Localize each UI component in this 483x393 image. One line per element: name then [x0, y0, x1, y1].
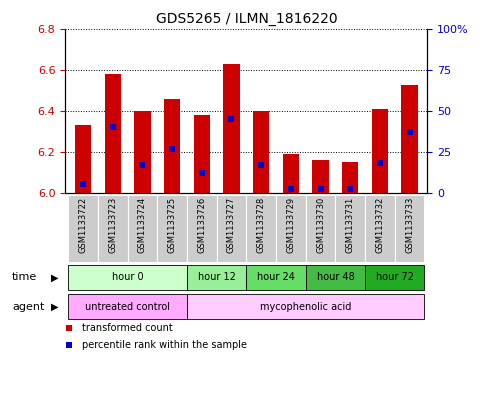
Bar [68, 195, 98, 262]
Bar [157, 195, 187, 262]
Bar [306, 265, 365, 290]
Text: GSM1133728: GSM1133728 [256, 197, 266, 253]
Text: ▶: ▶ [51, 272, 58, 283]
Bar [128, 195, 157, 262]
Bar [306, 195, 335, 262]
Text: agent: agent [12, 301, 44, 312]
Bar [246, 195, 276, 262]
Bar [164, 99, 180, 193]
Text: time: time [12, 272, 37, 283]
Bar [68, 294, 187, 319]
Bar [187, 195, 217, 262]
Text: untreated control: untreated control [85, 301, 170, 312]
Text: GSM1133722: GSM1133722 [79, 197, 87, 253]
Bar [401, 84, 418, 193]
Bar [194, 115, 210, 193]
Bar [372, 109, 388, 193]
Text: hour 72: hour 72 [376, 272, 414, 283]
Text: transformed count: transformed count [82, 323, 172, 333]
Text: GSM1133726: GSM1133726 [197, 197, 206, 253]
Bar [335, 195, 365, 262]
Bar [313, 160, 329, 193]
Text: GSM1133725: GSM1133725 [168, 197, 177, 253]
Text: GSM1133731: GSM1133731 [346, 197, 355, 253]
Text: hour 12: hour 12 [198, 272, 236, 283]
Bar [253, 111, 270, 193]
Text: percentile rank within the sample: percentile rank within the sample [82, 340, 246, 350]
Text: GSM1133732: GSM1133732 [375, 197, 384, 253]
Text: GSM1133730: GSM1133730 [316, 197, 325, 253]
Text: GSM1133727: GSM1133727 [227, 197, 236, 253]
Bar [68, 265, 187, 290]
Bar [365, 265, 425, 290]
Bar [104, 74, 121, 193]
Bar [187, 265, 246, 290]
Bar [98, 195, 128, 262]
Text: hour 24: hour 24 [257, 272, 295, 283]
Text: mycophenolic acid: mycophenolic acid [260, 301, 352, 312]
Text: GSM1133733: GSM1133733 [405, 197, 414, 253]
Text: ▶: ▶ [51, 301, 58, 312]
Text: hour 48: hour 48 [316, 272, 355, 283]
Bar [246, 265, 306, 290]
Bar [223, 64, 240, 193]
Title: GDS5265 / ILMN_1816220: GDS5265 / ILMN_1816220 [156, 12, 337, 26]
Bar [187, 294, 425, 319]
Bar [75, 125, 91, 193]
Text: GSM1133724: GSM1133724 [138, 197, 147, 253]
Bar [217, 195, 246, 262]
Bar [365, 195, 395, 262]
Text: GSM1133723: GSM1133723 [108, 197, 117, 253]
Bar [342, 162, 358, 193]
Text: hour 0: hour 0 [112, 272, 143, 283]
Bar [134, 111, 151, 193]
Text: GSM1133729: GSM1133729 [286, 197, 296, 253]
Bar [395, 195, 425, 262]
Bar [276, 195, 306, 262]
Bar [283, 154, 299, 193]
